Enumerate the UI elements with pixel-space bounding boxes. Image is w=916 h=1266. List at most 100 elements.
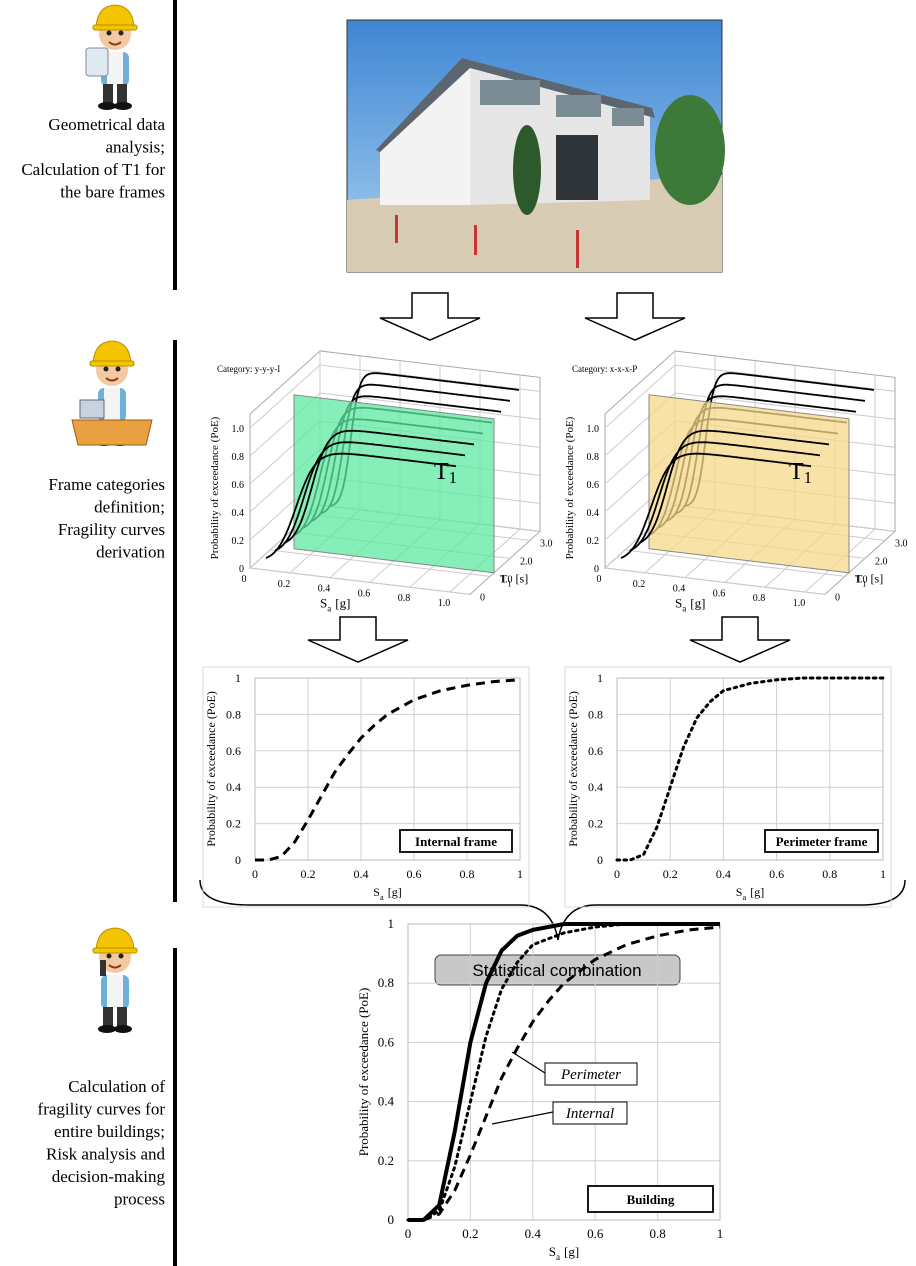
surface-chart: 00.20.40.60.81.000.20.40.60.81.001.02.03… bbox=[564, 351, 908, 609]
figure: Statistical combination Geometrical data… bbox=[0, 0, 916, 1266]
symbol: S bbox=[320, 596, 327, 611]
stage-text: process bbox=[114, 1190, 165, 1209]
x-tick-label: 0 bbox=[242, 574, 247, 585]
stage-text: the bare frames bbox=[60, 183, 165, 202]
x-tick-label: 0.2 bbox=[663, 867, 678, 881]
x-tick-label: 0.6 bbox=[358, 588, 371, 599]
symbol: S bbox=[549, 1244, 556, 1259]
stage-text: Calculation of bbox=[68, 1077, 165, 1096]
subscript: a bbox=[327, 604, 331, 614]
symbol: S bbox=[736, 885, 743, 899]
page: Statistical combination Geometrical data… bbox=[0, 0, 916, 1266]
surface-chart: 00.20.40.60.81.000.20.40.60.81.001.02.03… bbox=[209, 351, 553, 609]
stage-text: Fragility curves bbox=[58, 520, 165, 539]
y-tick-label: 0.2 bbox=[226, 817, 241, 831]
y-axis-label: Probability of exceedance (PoE) bbox=[356, 988, 371, 1157]
y-tick-label: 0.8 bbox=[378, 975, 394, 990]
y-tick-label: 1 bbox=[235, 671, 241, 685]
x-tick-label: 0.8 bbox=[822, 867, 837, 881]
t-tick-label: 2.0 bbox=[520, 556, 533, 567]
t-tick-label: 3.0 bbox=[895, 538, 908, 549]
unit: [s] bbox=[516, 572, 529, 586]
stage-text: analysis; bbox=[106, 138, 166, 157]
y-tick-label: 0 bbox=[235, 853, 241, 867]
t-tick-label: 3.0 bbox=[540, 538, 553, 549]
x-tick-label: 0.2 bbox=[633, 579, 646, 590]
annotation-text: Perimeter bbox=[560, 1067, 621, 1083]
stage-text: Calculation of T1 for bbox=[21, 160, 165, 179]
x-tick-label: 0.2 bbox=[301, 867, 316, 881]
desk bbox=[72, 420, 152, 445]
stage-text: Geometrical data bbox=[48, 115, 165, 134]
y-tick-label: 0.6 bbox=[226, 744, 241, 758]
x-tick-label: 0.6 bbox=[407, 867, 422, 881]
unit: [g] bbox=[388, 885, 402, 899]
subscript: 1 bbox=[449, 468, 457, 487]
x-tick-label: 0.4 bbox=[318, 584, 331, 595]
z-tick-label: 0.2 bbox=[232, 536, 245, 547]
stage-text: derivation bbox=[96, 543, 165, 562]
x-tick-label: 0.4 bbox=[354, 867, 369, 881]
subscript: 1 bbox=[862, 580, 866, 589]
y-tick-label: 0 bbox=[597, 853, 603, 867]
brace bbox=[200, 880, 905, 940]
y-tick-label: 1 bbox=[597, 671, 603, 685]
x-tick-label: 0 bbox=[614, 867, 620, 881]
t-tick-label: 2.0 bbox=[875, 556, 888, 567]
x-tick-label: 1 bbox=[717, 1226, 724, 1241]
x-axis-label: Sa [g] bbox=[736, 885, 764, 902]
symbol: T bbox=[434, 459, 449, 485]
stage-text: entire buildings; bbox=[54, 1122, 165, 1141]
annotation-arrow bbox=[512, 1052, 545, 1073]
x-axis-label: Sa [g] bbox=[549, 1244, 579, 1262]
x-tick-label: 1.0 bbox=[793, 598, 806, 609]
stage-bar bbox=[173, 948, 177, 1266]
unit: [g] bbox=[750, 885, 764, 899]
unit: [g] bbox=[564, 1244, 579, 1259]
category-label: Category: y-y-y-I bbox=[217, 364, 280, 374]
y-tick-label: 0.2 bbox=[378, 1153, 394, 1168]
stage-text: Risk analysis and bbox=[46, 1145, 165, 1164]
x-tick-label: 1.0 bbox=[438, 598, 451, 609]
stage-text: Frame categories bbox=[48, 475, 165, 494]
tablet bbox=[86, 48, 108, 76]
x-tick-label: 0 bbox=[597, 574, 602, 585]
x-tick-label: 1 bbox=[517, 867, 523, 881]
annotation-text: Internal frame bbox=[415, 834, 497, 849]
annotation-arrow bbox=[492, 1112, 553, 1124]
period-plane bbox=[649, 395, 849, 573]
y-tick-label: 0.8 bbox=[226, 707, 241, 721]
y-tick-label: 0.4 bbox=[226, 780, 241, 794]
x-tick-label: 0.8 bbox=[649, 1226, 665, 1241]
y-tick-label: 1 bbox=[388, 916, 395, 931]
symbol: S bbox=[675, 596, 682, 611]
laptop bbox=[80, 400, 104, 418]
x-tick-label: 0.2 bbox=[278, 579, 291, 590]
subscript: a bbox=[556, 1252, 560, 1262]
symbol: S bbox=[373, 885, 380, 899]
z-tick-label: 0.6 bbox=[232, 480, 245, 491]
x-tick-label: 0.4 bbox=[673, 584, 686, 595]
z-tick-label: 0.8 bbox=[232, 452, 245, 463]
y-tick-label: 0 bbox=[388, 1212, 395, 1227]
x-axis-label: Sa[g] bbox=[373, 885, 401, 902]
z-tick-label: 0.8 bbox=[587, 452, 600, 463]
period-plane bbox=[294, 395, 494, 573]
x-axis-label: Sa[g] bbox=[320, 596, 350, 614]
unit: [s] bbox=[871, 572, 884, 586]
y-tick-label: 0.4 bbox=[588, 780, 603, 794]
z-axis-label: Probability of exceedance (PoE) bbox=[564, 416, 576, 559]
subscript: 1 bbox=[804, 468, 812, 487]
z-tick-label: 0.4 bbox=[587, 508, 600, 519]
subscript: a bbox=[682, 604, 686, 614]
subscript: a bbox=[742, 893, 746, 902]
engineer-icon bbox=[93, 928, 137, 1033]
annotation-text: Building bbox=[627, 1192, 675, 1207]
x-tick-label: 0.4 bbox=[525, 1226, 542, 1241]
stage-text: definition; bbox=[94, 498, 165, 517]
x-tick-label: 0.6 bbox=[769, 867, 784, 881]
y-axis-label: Probability of exceedance (PoE) bbox=[204, 691, 218, 847]
y-tick-label: 0.6 bbox=[378, 1034, 395, 1049]
category-label: Category: x-x-x-P bbox=[572, 364, 637, 374]
y-tick-label: 0.4 bbox=[378, 1094, 395, 1109]
